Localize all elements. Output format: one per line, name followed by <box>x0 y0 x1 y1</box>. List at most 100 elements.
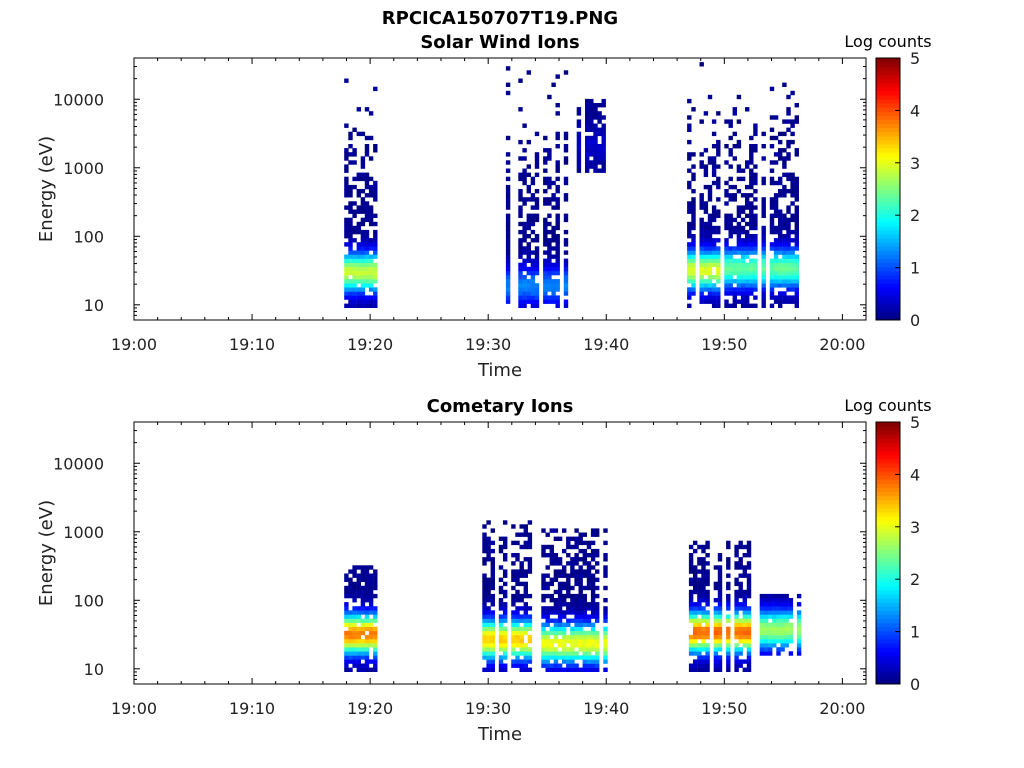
colorbar-swatch <box>876 577 900 583</box>
heatmap-cell <box>691 291 696 296</box>
heatmap-cell <box>746 548 752 554</box>
heatmap-cell <box>705 589 710 595</box>
colorbar-swatch <box>876 475 900 480</box>
heatmap-cell <box>519 626 524 632</box>
heatmap-cell <box>740 295 746 300</box>
heatmap-cell <box>603 573 608 578</box>
heatmap-cell <box>368 213 374 218</box>
heatmap-cell <box>705 655 710 660</box>
heatmap-cell <box>693 565 698 570</box>
heatmap-cell <box>582 655 587 660</box>
heatmap-cell <box>515 639 520 644</box>
heatmap-cell <box>511 622 516 627</box>
heatmap-cell <box>746 606 752 611</box>
heatmap-cell <box>549 593 554 599</box>
heatmap-cell <box>563 160 569 165</box>
heatmap-cell <box>734 659 739 664</box>
heatmap-cell <box>713 634 719 640</box>
heatmap-cell <box>549 663 554 668</box>
heatmap-cell <box>373 221 378 227</box>
heatmap-cell <box>527 565 533 570</box>
heatmap-cell <box>553 598 559 603</box>
heatmap-cell <box>590 585 596 591</box>
colorbar-tick-label: 1 <box>910 623 920 642</box>
heatmap-cell <box>562 647 567 652</box>
heatmap-cell <box>734 622 739 627</box>
heatmap-cell <box>364 266 370 272</box>
heatmap-cell <box>586 602 592 607</box>
heatmap-cell <box>344 148 349 153</box>
heatmap-cell <box>344 585 349 591</box>
heatmap-cell <box>563 238 569 243</box>
heatmap-cell <box>482 540 487 546</box>
heatmap-cell <box>348 659 353 664</box>
heatmap-cell <box>515 557 520 562</box>
heatmap-cell <box>701 614 706 619</box>
heatmap-cell <box>555 197 560 202</box>
heatmap-cell <box>348 131 353 137</box>
heatmap-cell <box>711 217 717 223</box>
heatmap-cell <box>503 606 508 611</box>
heatmap-cell <box>518 303 523 308</box>
heatmap-cell <box>772 626 777 632</box>
heatmap-cell <box>687 275 692 280</box>
heatmap-cell <box>518 266 523 272</box>
heatmap-cell <box>344 221 349 227</box>
heatmap-cell <box>763 610 769 615</box>
colorbar-swatch <box>876 454 900 460</box>
heatmap-cell <box>348 238 353 243</box>
heatmap-cell <box>348 589 353 595</box>
heatmap-cell <box>518 221 523 227</box>
heatmap-cell <box>724 250 729 255</box>
heatmap-cell <box>543 262 548 268</box>
heatmap-cell <box>697 634 702 640</box>
heatmap-cell <box>595 577 600 582</box>
heatmap-cell <box>724 258 729 263</box>
heatmap-cell <box>732 156 737 161</box>
heatmap-cell <box>352 655 357 660</box>
heatmap-cell <box>486 626 491 632</box>
heatmap-cell <box>784 643 789 648</box>
heatmap-cell <box>699 238 704 243</box>
heatmap-cell <box>522 197 527 202</box>
heatmap-cell <box>505 184 511 190</box>
heatmap-cell <box>490 667 495 672</box>
heatmap-cell <box>511 618 516 623</box>
heatmap-cell <box>534 164 540 169</box>
heatmap-cell <box>746 639 752 644</box>
heatmap-cell <box>557 573 563 578</box>
heatmap-cell <box>352 229 357 235</box>
heatmap-cell <box>562 639 567 644</box>
heatmap-cell <box>746 618 752 623</box>
heatmap-cell <box>717 581 723 587</box>
heatmap-cell <box>555 131 560 137</box>
heatmap-cell <box>703 258 709 263</box>
heatmap-cell <box>576 139 582 145</box>
heatmap-cell <box>707 262 713 268</box>
heatmap-cell <box>703 164 709 169</box>
heatmap-cell <box>782 160 787 165</box>
heatmap-cell <box>576 148 582 153</box>
heatmap-cell <box>530 221 536 227</box>
heatmap-cell <box>344 78 349 83</box>
heatmap-cell <box>687 234 692 239</box>
heatmap-cell <box>505 291 511 296</box>
heatmap-cell <box>348 152 353 157</box>
heatmap-cell <box>348 283 353 288</box>
heatmap-cell <box>482 581 487 587</box>
heatmap-cell <box>518 209 523 214</box>
heatmap-cell <box>763 639 769 644</box>
heatmap-cell <box>778 225 783 231</box>
heatmap-cell <box>526 291 531 296</box>
heatmap-cell <box>697 622 702 627</box>
heatmap-cell <box>553 610 559 615</box>
heatmap-cell <box>603 585 608 591</box>
heatmap-cell <box>360 577 366 582</box>
heatmap-cell <box>782 119 787 124</box>
heatmap-cell <box>543 201 548 206</box>
heatmap-cell <box>693 548 698 554</box>
heatmap-cell <box>553 630 559 636</box>
heatmap-cell <box>749 246 754 251</box>
heatmap-cell <box>745 250 750 255</box>
